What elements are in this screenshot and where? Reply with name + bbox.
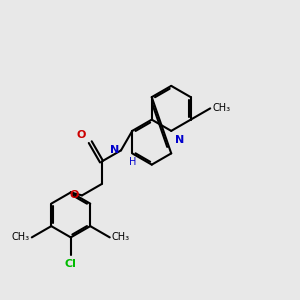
Text: N: N [110,146,119,155]
Text: O: O [76,130,86,140]
Text: N: N [175,135,184,145]
Text: CH₃: CH₃ [212,103,230,113]
Text: Cl: Cl [65,259,77,269]
Text: CH₃: CH₃ [11,232,30,242]
Text: O: O [69,190,79,200]
Text: CH₃: CH₃ [112,232,130,242]
Text: H: H [129,157,136,167]
